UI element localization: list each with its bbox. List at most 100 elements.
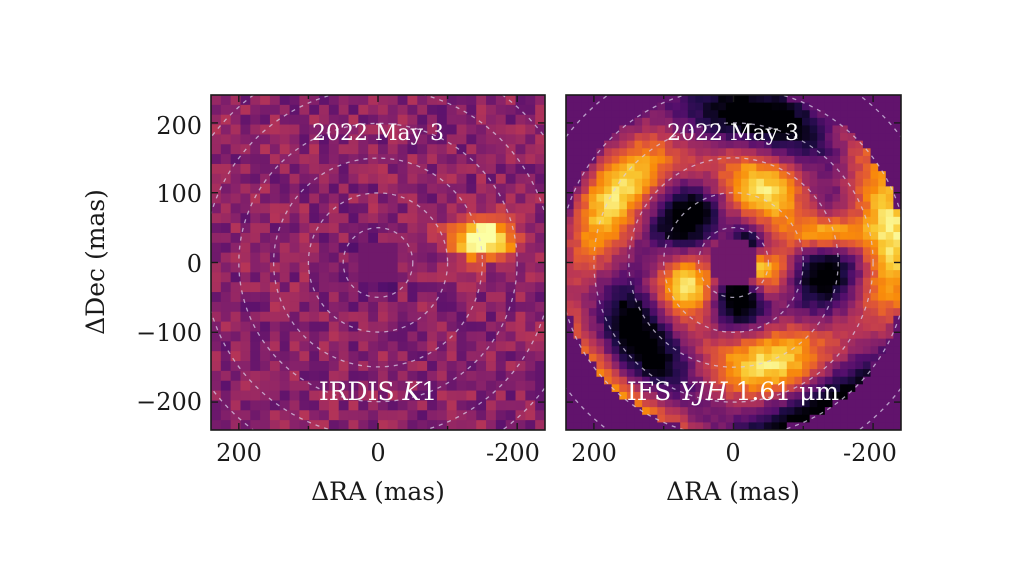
heatmap-cell (763, 148, 773, 157)
heatmap-cell (642, 186, 651, 195)
heatmap-cell (741, 216, 750, 226)
heatmap-cell (566, 277, 575, 286)
heatmap-cell (319, 203, 330, 214)
heatmap-cell (211, 361, 222, 372)
date-label-irdis: 2022 May 3 (312, 121, 444, 146)
heatmap-cell (718, 201, 727, 210)
heatmap-cell (358, 311, 369, 323)
heatmap-cell (456, 154, 468, 165)
heatmap-cell (397, 252, 409, 264)
heatmap-cell (604, 95, 613, 104)
heatmap-cell (794, 292, 803, 302)
heatmap-cell (672, 110, 681, 119)
heatmap-cell (779, 193, 788, 203)
heatmap-cell (893, 414, 901, 423)
heatmap-cell (817, 331, 826, 340)
heatmap-cell (817, 384, 826, 393)
heatmap-cell (847, 171, 856, 180)
heatmap-cell (878, 384, 887, 393)
heatmap-cell (378, 144, 389, 155)
heatmap-cell (862, 323, 872, 332)
heatmap-cell (893, 407, 901, 416)
heatmap-cell (368, 262, 379, 273)
heatmap-cell (862, 285, 872, 294)
heatmap-cell (368, 163, 379, 175)
heatmap-cell (824, 125, 834, 134)
heatmap-cell (397, 114, 409, 126)
heatmap-cell (779, 361, 788, 370)
heatmap-cell (456, 410, 468, 421)
heatmap-cell (885, 95, 894, 104)
heatmap-cell (289, 203, 301, 214)
heatmap-cell (710, 315, 719, 325)
heatmap-cell (573, 407, 582, 416)
heatmap-cell (240, 410, 251, 421)
heatmap-cell (588, 346, 598, 355)
heatmap-cell (779, 315, 788, 325)
heatmap-cell (309, 134, 320, 145)
heatmap-cell (741, 361, 750, 370)
heatmap-cell (802, 178, 811, 187)
y-tick-label: −200 (136, 388, 202, 416)
heatmap-cell (718, 270, 727, 279)
heatmap-cell (680, 148, 689, 157)
heatmap-cell (581, 391, 590, 401)
heatmap-cell (657, 133, 666, 142)
heatmap-cell (840, 315, 849, 325)
heatmap-cell (573, 353, 582, 363)
heatmap-cell (619, 117, 628, 127)
heatmap-cell (870, 178, 879, 187)
heatmap-cell (847, 285, 856, 294)
heatmap-cell (779, 224, 788, 233)
heatmap-cell (817, 209, 826, 218)
heatmap-cell (240, 390, 251, 402)
heatmap-cell (809, 277, 818, 286)
heatmap-cell (718, 292, 727, 302)
heatmap-cell (870, 391, 879, 401)
heatmap-cell (703, 201, 712, 210)
heatmap-cell (657, 209, 666, 218)
heatmap-cell (505, 193, 517, 204)
heatmap-cell (358, 341, 369, 352)
heatmap-cell (427, 351, 438, 362)
heatmap-cell (596, 422, 605, 430)
heatmap-cell (703, 102, 712, 111)
heatmap-cell (387, 410, 399, 421)
heatmap-cell (309, 144, 320, 155)
heatmap-cell (649, 247, 658, 256)
heatmap-cell (855, 110, 864, 119)
heatmap-cell (809, 331, 818, 340)
heatmap-cell (802, 391, 811, 401)
heatmap-cell (695, 102, 704, 111)
heatmap-cell (794, 224, 803, 233)
heatmap-cell (840, 346, 849, 355)
heatmap-cell (486, 301, 497, 313)
heatmap-cell (748, 384, 757, 393)
heatmap-cell (495, 400, 507, 411)
heatmap-cell (687, 133, 697, 142)
heatmap-cell (289, 301, 301, 313)
heatmap-cell (456, 213, 468, 224)
heatmap-cell (338, 213, 350, 224)
heatmap-cell (596, 193, 605, 203)
heatmap-cell (368, 252, 379, 264)
heatmap-cell (476, 124, 487, 136)
heatmap-cell (289, 351, 301, 362)
heatmap-cell (515, 203, 526, 214)
heatmap-cell (328, 282, 340, 293)
heatmap-cell (289, 410, 301, 421)
heatmap-cell (525, 95, 536, 106)
heatmap-cell (505, 134, 517, 145)
heatmap-cell (505, 282, 517, 293)
heatmap-cell (710, 277, 719, 286)
heatmap-cell (260, 331, 271, 342)
heatmap-cell (802, 331, 811, 340)
heatmap-cell (870, 186, 879, 195)
heatmap-cell (794, 300, 803, 309)
heatmap-cell (855, 209, 864, 218)
heatmap-cell (299, 114, 310, 126)
heatmap-cell (588, 369, 598, 378)
heatmap-cell (885, 361, 894, 370)
heatmap-cell (672, 399, 681, 408)
heatmap-cell (427, 144, 438, 155)
